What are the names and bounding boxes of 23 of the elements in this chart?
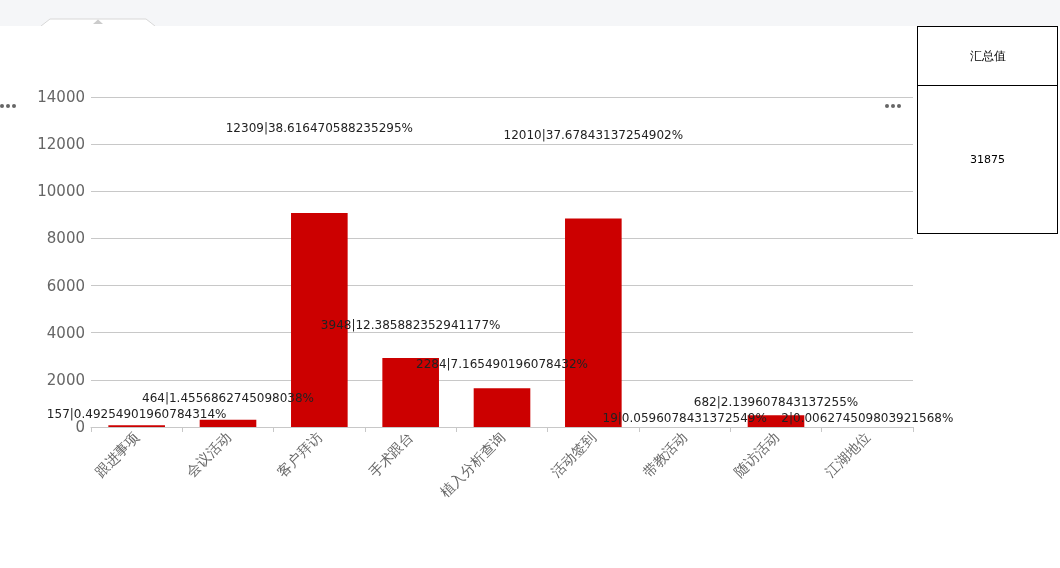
bar xyxy=(199,419,257,427)
text: 汇总值 xyxy=(918,27,1057,86)
y-tick-label: 8000 xyxy=(46,229,85,248)
y-tick-label: 14000 xyxy=(37,88,85,106)
y-tick-label: 4000 xyxy=(46,323,85,342)
x-tick-label: 手术跟台 xyxy=(365,429,417,481)
x-tick-label: 跟进事项 xyxy=(91,429,143,481)
annotation: 682|2.139607843137255% xyxy=(693,394,859,409)
bar xyxy=(473,388,531,427)
y-tick-label: 12000 xyxy=(37,135,85,154)
x-tick-label: 随访活动 xyxy=(730,429,782,481)
y-tick-label: 2000 xyxy=(46,370,85,389)
x-tick-label: 活动签到 xyxy=(548,429,599,481)
x-tick-label: 会议活动 xyxy=(182,429,234,481)
x-tick-label: 江湖地位 xyxy=(822,429,873,481)
y-tick-label: 6000 xyxy=(46,276,85,295)
x-tick-label: 客户拜访 xyxy=(274,429,325,481)
x-tick-label: 植入分析查询 xyxy=(436,429,508,501)
annotation: 12010|37.67843137254902% xyxy=(503,127,684,142)
annotation: 12309|38.616470588235295% xyxy=(225,120,413,135)
x-tick-label: 带教活动 xyxy=(639,429,691,481)
text: 31875 xyxy=(969,152,1006,168)
y-tick-label: 10000 xyxy=(37,182,85,201)
